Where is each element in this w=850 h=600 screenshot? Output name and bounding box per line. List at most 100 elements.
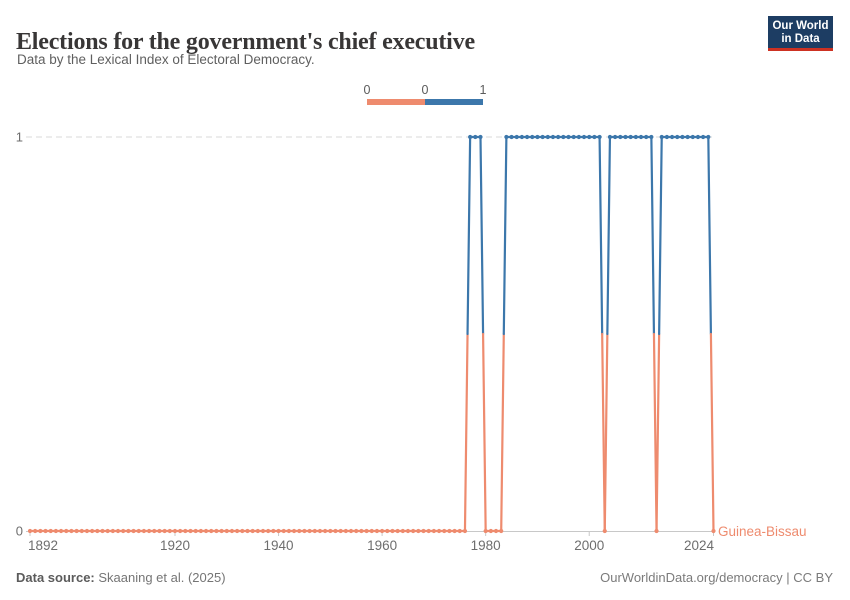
data-point xyxy=(183,528,188,534)
data-point xyxy=(286,528,292,534)
data-point xyxy=(457,528,462,534)
series-transition-half xyxy=(598,135,604,336)
data-point xyxy=(421,528,426,534)
data-point xyxy=(374,528,380,534)
data-point xyxy=(229,528,235,534)
y-tick-label: 0 xyxy=(16,524,23,539)
data-point xyxy=(556,134,561,140)
series-line-guinea-bissau[interactable] xyxy=(28,135,715,533)
data-point xyxy=(587,134,592,140)
data-source-label: Data source: xyxy=(16,570,95,585)
owid-logo[interactable]: Our World in Data xyxy=(768,16,833,51)
data-point xyxy=(172,528,178,534)
data-point xyxy=(162,528,167,534)
data-point xyxy=(685,134,690,140)
data-point xyxy=(235,528,240,534)
data-point xyxy=(250,528,255,534)
data-point xyxy=(400,528,405,534)
data-point xyxy=(333,528,338,534)
data-point xyxy=(188,528,193,534)
data-point xyxy=(302,528,307,534)
data-point xyxy=(493,528,499,534)
data-point xyxy=(468,134,473,140)
x-tick-label: 1960 xyxy=(367,538,397,553)
data-point xyxy=(312,528,317,534)
data-point xyxy=(638,134,644,140)
data-point xyxy=(452,528,457,534)
series-transition-half xyxy=(650,135,656,336)
data-point xyxy=(152,528,157,534)
legend-bin-value-1[interactable] xyxy=(425,99,483,105)
series-transition-half xyxy=(709,332,715,533)
series-label-guinea-bissau[interactable]: Guinea-Bissau xyxy=(718,524,807,539)
data-point xyxy=(566,134,571,140)
series-transition-half xyxy=(463,332,469,533)
data-point xyxy=(597,134,602,140)
data-point xyxy=(504,134,509,140)
data-point xyxy=(131,528,136,534)
series-transition-half xyxy=(502,135,508,336)
data-point xyxy=(607,134,613,140)
data-point xyxy=(530,134,535,140)
chart-title: Elections for the government's chief exe… xyxy=(16,29,475,56)
owid-logo-text: Our World in Data xyxy=(772,20,829,45)
owid-logo-red-bar xyxy=(768,48,833,51)
legend-bin-value-0[interactable] xyxy=(367,99,425,105)
data-point xyxy=(499,528,504,534)
data-point xyxy=(540,134,545,140)
x-tick-label: 1920 xyxy=(160,538,190,553)
owid-credit-link[interactable]: OurWorldinData.org/democracy | CC BY xyxy=(600,570,833,585)
data-point xyxy=(100,528,105,534)
data-point xyxy=(462,528,468,534)
legend-tick-2: 1 xyxy=(479,83,487,97)
data-point xyxy=(488,528,493,534)
data-point xyxy=(416,528,421,534)
series-transition-half xyxy=(707,135,713,336)
data-point xyxy=(364,528,369,534)
data-point xyxy=(209,528,214,534)
data-point xyxy=(478,134,483,140)
data-point-markers xyxy=(27,134,716,534)
x-tick-labels: 1892 1920 1940 1960 1980 2000 2024 xyxy=(28,538,714,553)
data-point xyxy=(680,134,685,140)
data-point xyxy=(224,528,229,534)
data-point xyxy=(343,528,348,534)
data-point xyxy=(592,134,597,140)
data-point xyxy=(519,134,525,140)
data-point xyxy=(483,528,488,534)
data-point xyxy=(431,528,436,534)
data-point xyxy=(58,528,64,534)
data-point xyxy=(271,528,276,534)
data-point xyxy=(545,134,550,140)
data-point xyxy=(260,528,266,534)
data-point xyxy=(69,528,74,534)
data-point xyxy=(53,528,58,534)
data-point xyxy=(95,528,100,534)
data-point xyxy=(48,528,53,534)
data-point xyxy=(535,134,540,140)
data-point xyxy=(276,528,281,534)
data-point xyxy=(245,528,250,534)
data-point xyxy=(473,134,478,140)
data-point xyxy=(602,528,607,534)
data-point xyxy=(33,528,38,534)
series-transition-half xyxy=(479,135,485,336)
data-point xyxy=(203,528,209,534)
data-point xyxy=(664,134,669,140)
x-tick-label: 1940 xyxy=(264,538,294,553)
data-point xyxy=(317,528,323,534)
data-point xyxy=(115,528,121,534)
data-point xyxy=(338,528,343,534)
data-point xyxy=(561,134,566,140)
data-point xyxy=(633,134,638,140)
data-point xyxy=(618,134,623,140)
data-point xyxy=(695,134,701,140)
data-point xyxy=(644,134,649,140)
data-point xyxy=(690,134,695,140)
data-point xyxy=(328,528,333,534)
legend-tick-0: 0 xyxy=(363,83,371,97)
data-point xyxy=(136,528,141,534)
chart-footer: Data source: Skaaning et al. (2025) OurW… xyxy=(16,570,833,588)
